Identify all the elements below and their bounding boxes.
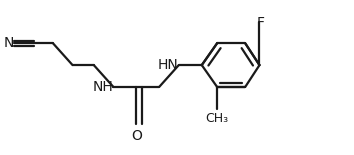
Text: NH: NH — [92, 80, 113, 94]
Text: N: N — [4, 36, 14, 50]
Text: F: F — [257, 16, 264, 30]
Text: O: O — [131, 129, 142, 143]
Text: CH₃: CH₃ — [205, 112, 229, 125]
Text: HN: HN — [158, 58, 179, 72]
